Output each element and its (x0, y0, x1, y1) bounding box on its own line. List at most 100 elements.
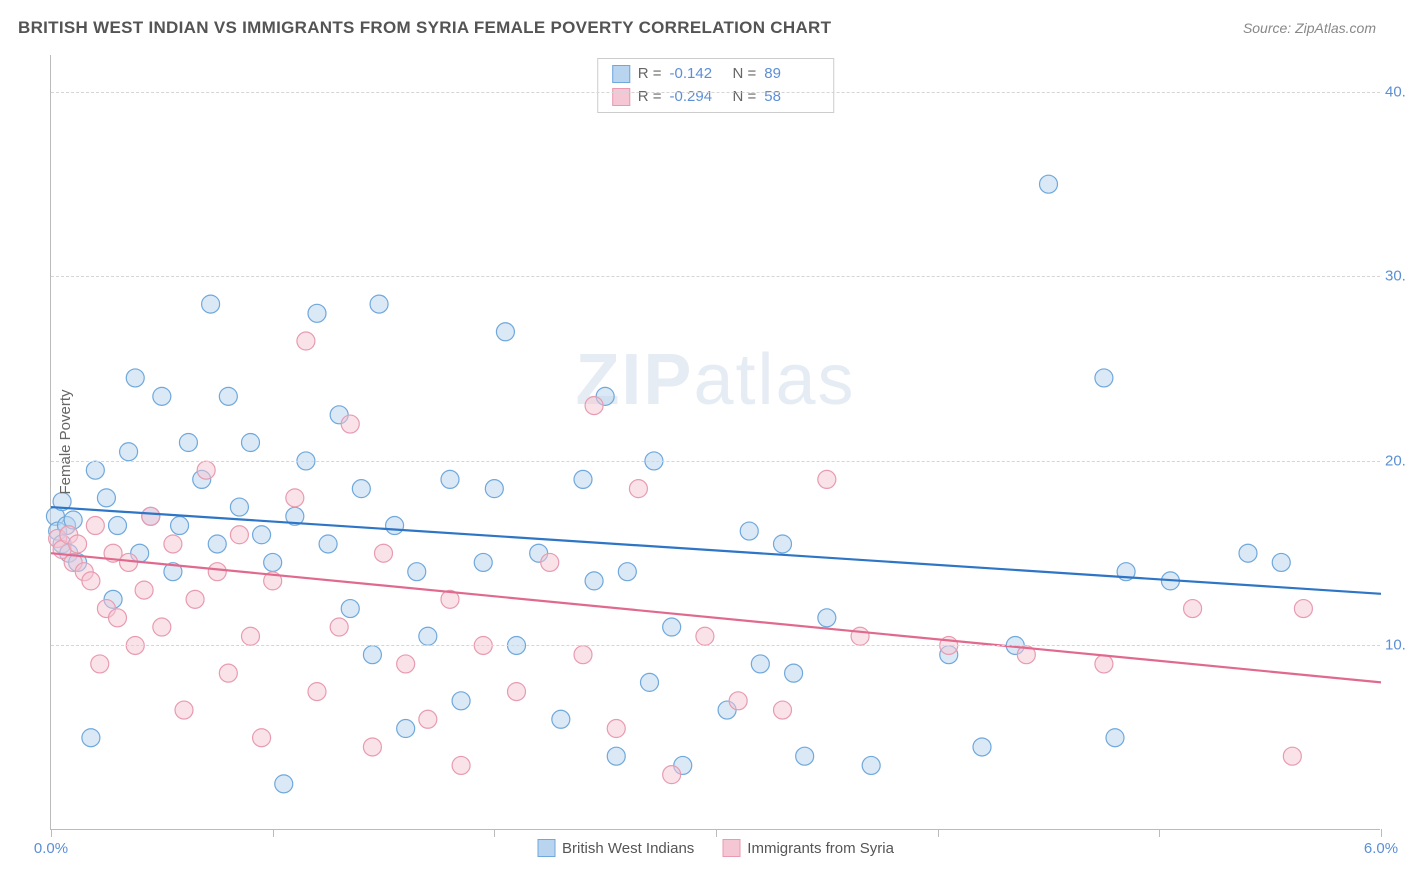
scatter-svg (51, 55, 1380, 829)
x-tick (494, 829, 495, 837)
data-point (629, 480, 647, 498)
data-point (574, 470, 592, 488)
data-point (82, 572, 100, 590)
stats-n-value-0: 89 (764, 63, 819, 86)
data-point (109, 609, 127, 627)
stats-swatch-1 (612, 88, 630, 106)
data-point (508, 683, 526, 701)
data-point (142, 507, 160, 525)
stats-r-value-0: -0.142 (670, 63, 725, 86)
x-tick (51, 829, 52, 837)
data-point (441, 470, 459, 488)
data-point (179, 434, 197, 452)
data-point (109, 517, 127, 535)
stats-box: R = -0.142 N = 89 R = -0.294 N = 58 (597, 58, 835, 113)
data-point (126, 369, 144, 387)
y-tick-label: 20.0% (1385, 452, 1406, 469)
x-tick (1381, 829, 1382, 837)
gridline (51, 645, 1380, 646)
data-point (751, 655, 769, 673)
data-point (496, 323, 514, 341)
data-point (585, 572, 603, 590)
data-point (219, 387, 237, 405)
data-point (275, 775, 293, 793)
chart-container: ZIPatlas R = -0.142 N = 89 R = -0.294 N … (50, 55, 1380, 830)
data-point (97, 489, 115, 507)
stats-r-label-0: R = (638, 63, 662, 86)
data-point (419, 627, 437, 645)
data-point (818, 609, 836, 627)
data-point (641, 673, 659, 691)
data-point (375, 544, 393, 562)
data-point (1106, 729, 1124, 747)
data-point (474, 553, 492, 571)
data-point (370, 295, 388, 313)
data-point (86, 517, 104, 535)
data-point (818, 470, 836, 488)
data-point (91, 655, 109, 673)
data-point (386, 517, 404, 535)
data-point (485, 480, 503, 498)
data-point (574, 646, 592, 664)
data-point (663, 618, 681, 636)
data-point (397, 655, 415, 673)
data-point (208, 535, 226, 553)
stats-n-value-1: 58 (764, 86, 819, 109)
data-point (352, 480, 370, 498)
x-tick (938, 829, 939, 837)
trend-line (51, 553, 1381, 682)
y-tick-label: 10.0% (1385, 637, 1406, 654)
data-point (341, 415, 359, 433)
data-point (230, 526, 248, 544)
data-point (253, 729, 271, 747)
data-point (208, 563, 226, 581)
data-point (452, 692, 470, 710)
data-point (696, 627, 714, 645)
data-point (363, 646, 381, 664)
data-point (219, 664, 237, 682)
data-point (135, 581, 153, 599)
data-point (197, 461, 215, 479)
x-tick (1159, 829, 1160, 837)
data-point (286, 489, 304, 507)
gridline (51, 276, 1380, 277)
data-point (1283, 747, 1301, 765)
data-point (419, 710, 437, 728)
data-point (264, 553, 282, 571)
stats-n-label-1: N = (733, 86, 757, 109)
data-point (1294, 600, 1312, 618)
data-point (1095, 655, 1113, 673)
data-point (1040, 175, 1058, 193)
data-point (618, 563, 636, 581)
stats-r-value-1: -0.294 (670, 86, 725, 109)
stats-n-label-0: N = (733, 63, 757, 86)
legend-label-1: Immigrants from Syria (747, 840, 894, 857)
x-tick (273, 829, 274, 837)
data-point (729, 692, 747, 710)
y-tick-label: 40.0% (1385, 83, 1406, 100)
data-point (330, 618, 348, 636)
data-point (973, 738, 991, 756)
data-point (785, 664, 803, 682)
legend-swatch-0 (537, 839, 555, 857)
gridline (51, 92, 1380, 93)
legend-item-0: British West Indians (537, 839, 694, 857)
data-point (341, 600, 359, 618)
data-point (242, 434, 260, 452)
legend: British West Indians Immigrants from Syr… (537, 839, 894, 857)
plot-area: ZIPatlas R = -0.142 N = 89 R = -0.294 N … (50, 55, 1380, 830)
data-point (1095, 369, 1113, 387)
data-point (363, 738, 381, 756)
data-point (452, 756, 470, 774)
data-point (164, 535, 182, 553)
data-point (397, 720, 415, 738)
data-point (186, 590, 204, 608)
data-point (242, 627, 260, 645)
x-tick-label: 0.0% (34, 840, 68, 857)
data-point (585, 397, 603, 415)
data-point (740, 522, 758, 540)
data-point (297, 332, 315, 350)
data-point (69, 535, 87, 553)
data-point (120, 443, 138, 461)
data-point (862, 756, 880, 774)
